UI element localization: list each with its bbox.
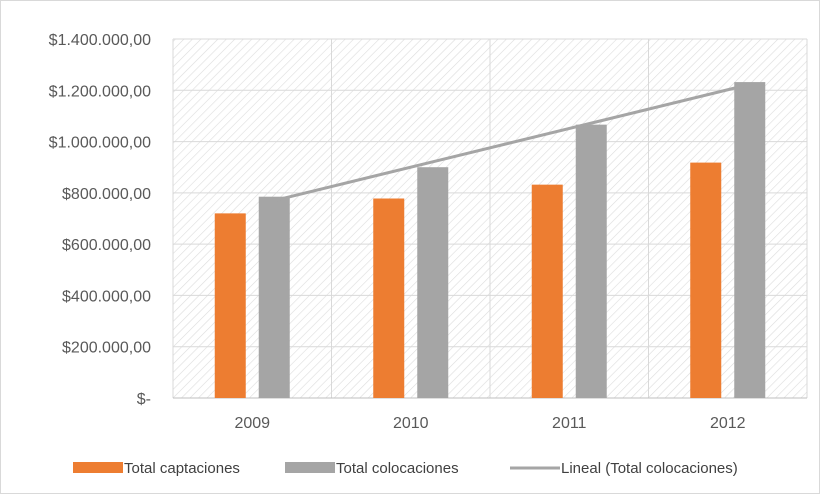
trendline-path	[273, 82, 751, 203]
legend-trendline: Lineal (Total colocaciones)	[510, 460, 738, 477]
legend-swatch	[285, 462, 335, 473]
y-tick-label: $600.000,00	[62, 237, 151, 254]
y-tick-label: $1.000.000,00	[49, 135, 151, 152]
legend-label: Lineal (Total colocaciones)	[561, 460, 738, 477]
y-tick-label: $1.200.000,00	[49, 83, 151, 100]
legend-swatch	[73, 462, 123, 473]
legend-label: Total captaciones	[124, 460, 240, 477]
x-tick-label: 2010	[393, 415, 429, 432]
bar-colocaciones-2012	[734, 82, 766, 398]
y-tick-label: $800.000,00	[62, 186, 151, 203]
bar-captaciones-2012	[690, 162, 722, 398]
bar-colocaciones-2010	[417, 167, 449, 398]
bar-captaciones-2011	[531, 184, 563, 398]
bar-captaciones-2010	[373, 198, 405, 398]
legend-captaciones: Total captaciones	[73, 460, 240, 477]
bars	[214, 82, 766, 398]
trendline	[273, 82, 751, 203]
x-tick-label: 2011	[552, 415, 587, 432]
legend: Total captaciones Total colocaciones Linea…	[73, 460, 738, 477]
x-tick-label: 2012	[710, 415, 746, 432]
y-tick-label: $1.400.000,00	[49, 32, 151, 49]
legend-label: Total colocaciones	[336, 460, 459, 477]
legend-colocaciones: Total colocaciones	[285, 460, 459, 477]
y-tick-label: $400.000,00	[62, 288, 151, 305]
y-tick-label: $200.000,00	[62, 340, 151, 357]
bar-colocaciones-2011	[575, 124, 607, 398]
y-tick-label: $-	[137, 391, 151, 408]
x-tick-label: 2009	[234, 415, 270, 432]
bar-colocaciones-2009	[258, 196, 290, 398]
bar-captaciones-2009	[214, 213, 246, 398]
